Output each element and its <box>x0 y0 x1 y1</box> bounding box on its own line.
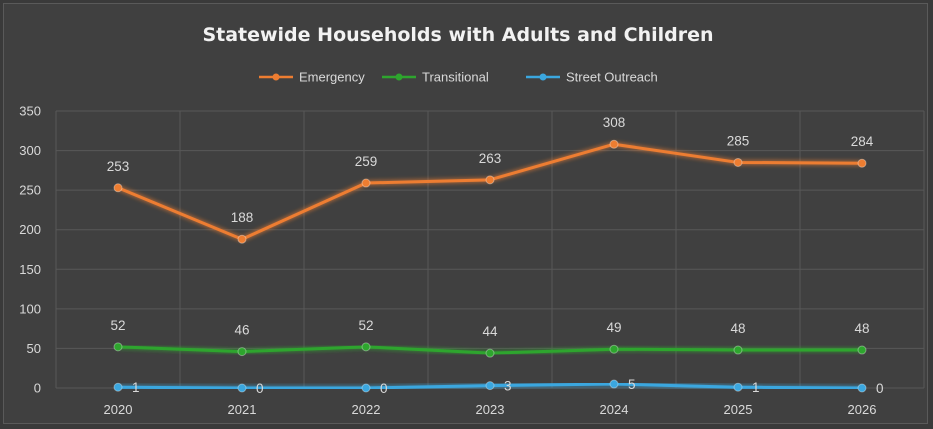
data-point <box>733 382 743 392</box>
series-emergency: 253 188 259 263 308 285 284 <box>107 115 874 244</box>
data-point <box>237 383 247 393</box>
y-tick-label: 300 <box>19 143 41 158</box>
data-point <box>857 345 867 355</box>
legend-label: Transitional <box>422 70 489 85</box>
x-axis: 2020 2021 2022 2023 2024 2025 2026 <box>104 402 877 417</box>
data-point <box>485 175 495 185</box>
y-tick-label: 250 <box>19 183 41 198</box>
x-tick-label: 2022 <box>352 402 381 417</box>
data-point <box>113 183 123 193</box>
data-point <box>361 342 371 352</box>
chart-frame: Statewide Households with Adults and Chi… <box>3 3 928 424</box>
y-tick-label: 0 <box>34 381 41 396</box>
data-label: 1 <box>132 380 140 395</box>
data-point <box>237 234 247 244</box>
x-tick-label: 2024 <box>600 402 629 417</box>
data-label: 253 <box>107 159 130 174</box>
data-label: 259 <box>355 154 378 169</box>
data-label: 188 <box>231 210 254 225</box>
y-tick-label: 350 <box>19 104 41 119</box>
y-axis: 0 50 100 150 200 250 300 350 <box>19 104 41 396</box>
legend-item-transitional: Transitional <box>382 70 489 85</box>
gridlines <box>55 110 925 389</box>
data-label: 5 <box>628 377 636 392</box>
data-point <box>609 344 619 354</box>
data-point <box>733 157 743 167</box>
data-label: 308 <box>603 115 626 130</box>
data-label: 44 <box>482 324 498 339</box>
data-point <box>609 139 619 149</box>
data-point <box>361 383 371 393</box>
x-tick-label: 2020 <box>104 402 133 417</box>
data-point <box>361 178 371 188</box>
legend-swatch-marker <box>539 73 547 81</box>
series-transitional: 52 46 52 44 49 48 48 <box>110 318 870 358</box>
data-label: 263 <box>479 151 502 166</box>
data-label: 48 <box>854 321 869 336</box>
data-point <box>857 158 867 168</box>
data-label: 0 <box>256 381 264 396</box>
data-label: 46 <box>234 323 249 338</box>
data-label: 285 <box>727 133 750 148</box>
data-label: 52 <box>358 318 373 333</box>
series-layer: 253 188 259 263 308 285 284 52 46 52 44 49 48 48 1 0 0 3 5… <box>107 115 884 396</box>
data-label: 3 <box>504 379 512 394</box>
y-tick-label: 200 <box>19 222 41 237</box>
data-point <box>733 345 743 355</box>
line-chart: Statewide Households with Adults and Chi… <box>19 24 925 417</box>
x-tick-label: 2025 <box>724 402 753 417</box>
chart-title: Statewide Households with Adults and Chi… <box>202 24 713 46</box>
data-label: 0 <box>380 381 388 396</box>
legend-label: Emergency <box>299 70 365 85</box>
data-point <box>857 383 867 393</box>
data-label: 49 <box>606 320 621 335</box>
x-tick-label: 2026 <box>848 402 877 417</box>
data-point <box>237 347 247 357</box>
data-label: 0 <box>876 381 884 396</box>
data-point <box>113 342 123 352</box>
legend: Emergency Transitional Street Outreach <box>259 70 658 85</box>
data-label: 48 <box>730 321 745 336</box>
x-tick-label: 2021 <box>228 402 257 417</box>
data-point <box>609 379 619 389</box>
series-street-outreach: 1 0 0 3 5 1 0 <box>113 377 884 396</box>
data-point <box>113 382 123 392</box>
y-tick-label: 150 <box>19 262 41 277</box>
data-label: 284 <box>851 134 874 149</box>
legend-item-street-outreach: Street Outreach <box>526 70 658 85</box>
data-label: 1 <box>752 380 760 395</box>
data-point <box>485 348 495 358</box>
y-tick-label: 100 <box>19 301 41 316</box>
y-tick-label: 50 <box>27 341 41 356</box>
x-tick-label: 2023 <box>476 402 505 417</box>
legend-label: Street Outreach <box>566 70 658 85</box>
data-label: 52 <box>110 318 125 333</box>
legend-swatch-marker <box>395 73 403 81</box>
data-point <box>485 381 495 391</box>
legend-item-emergency: Emergency <box>259 70 365 85</box>
legend-swatch-marker <box>272 73 280 81</box>
